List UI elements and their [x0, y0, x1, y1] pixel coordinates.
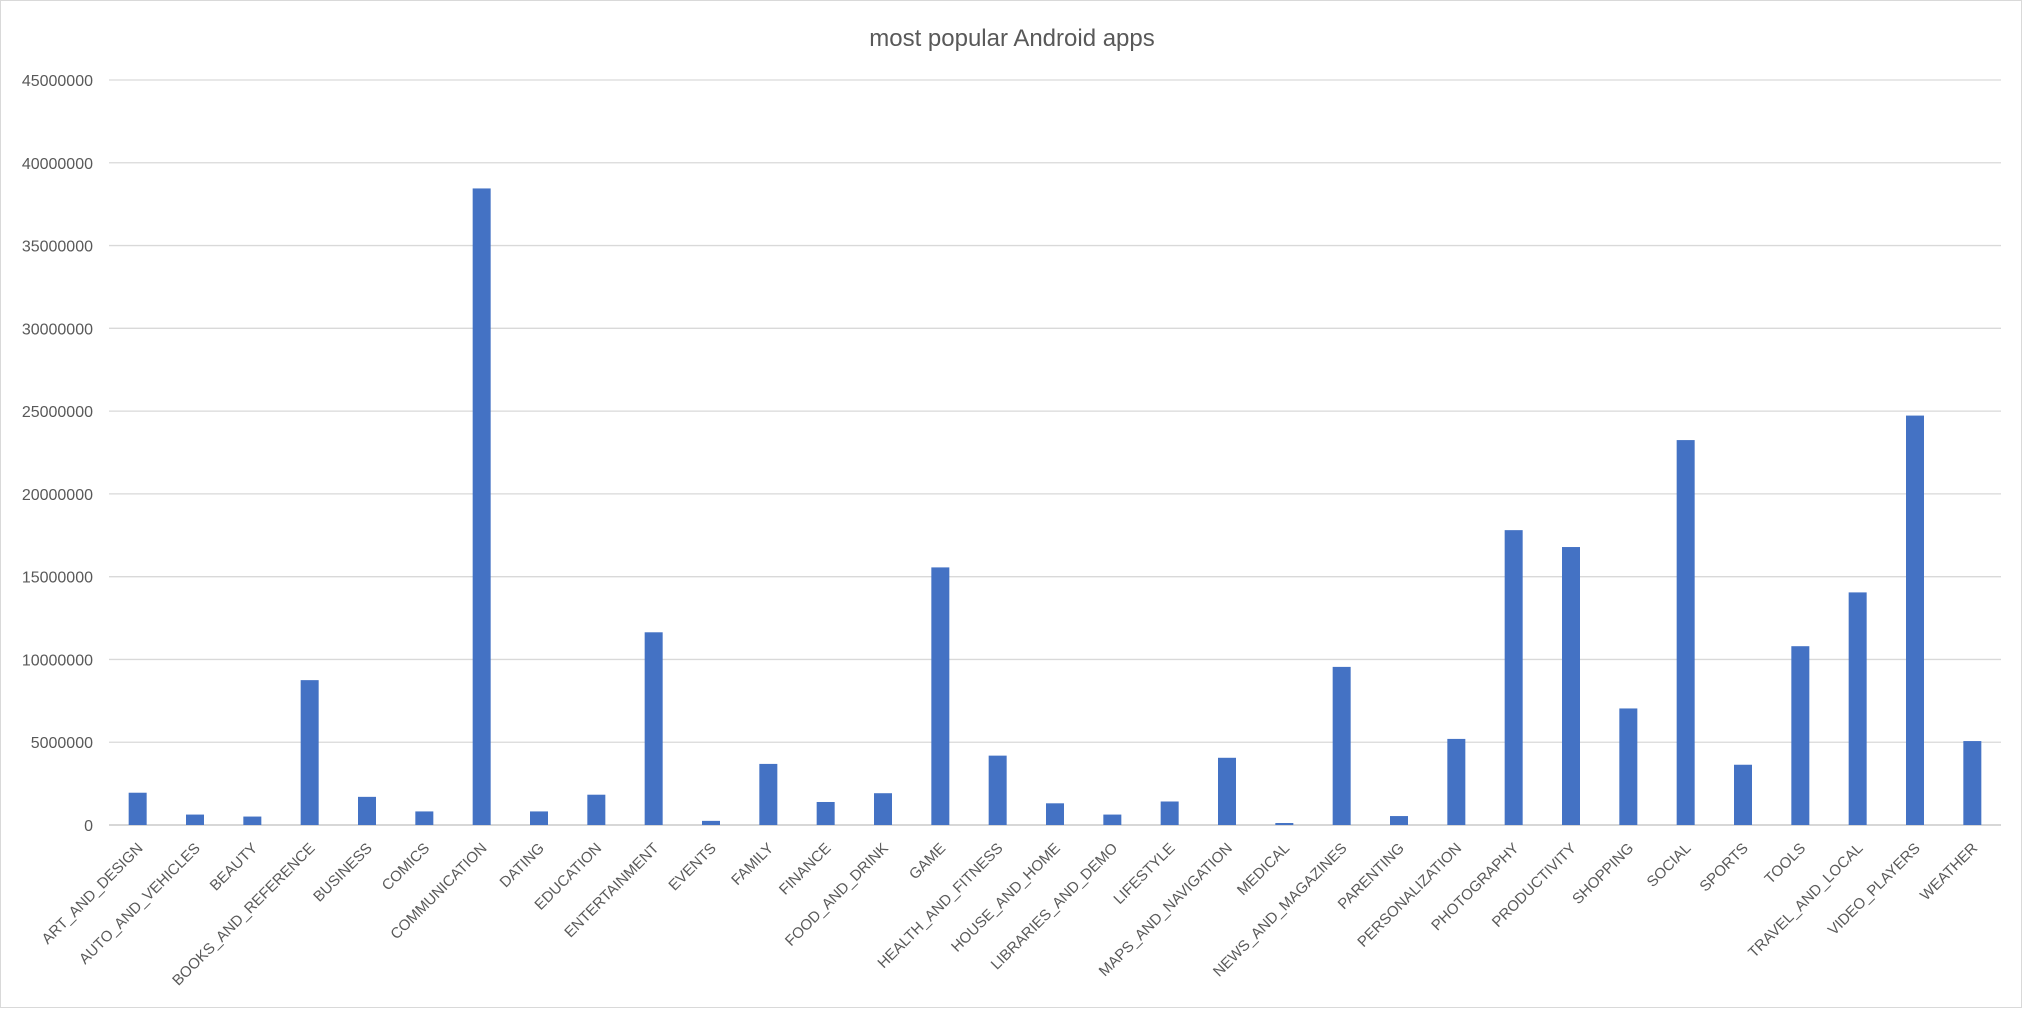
bar-entertainment	[644, 632, 663, 825]
y-axis-tick-labels: 0 5000000 10000000 15000000 20000000 25000000…	[22, 73, 93, 835]
bars	[128, 188, 1982, 825]
x-tick-label: EVENTS	[665, 840, 719, 894]
bar-sports	[1734, 764, 1752, 825]
x-tick-label: TOOLS	[1761, 840, 1809, 888]
bar-finance	[816, 801, 835, 825]
y-tick-label: 40000000	[22, 156, 93, 173]
x-tick-label: HOUSE_AND_HOME	[948, 840, 1064, 956]
x-tick-label: AUTO_AND_VEHICLES	[76, 840, 204, 968]
bar-health-and-fitness	[988, 755, 1007, 825]
y-tick-label: 10000000	[22, 652, 93, 669]
bar-books-and-reference	[300, 680, 319, 825]
bar-dating	[530, 811, 548, 825]
bar-food-and-drink	[874, 793, 892, 825]
x-tick-label: SOCIAL	[1644, 840, 1695, 891]
y-tick-label: 20000000	[22, 487, 93, 504]
bar-news-and-magazines	[1332, 666, 1351, 825]
x-tick-label: TRAVEL_AND_LOCAL	[1745, 840, 1866, 961]
x-tick-label: BUSINESS	[310, 840, 376, 906]
x-tick-label: FINANCE	[776, 840, 835, 899]
bar-lifestyle	[1160, 801, 1179, 825]
x-tick-label: GAME	[906, 840, 949, 883]
bar-personalization	[1447, 738, 1466, 825]
gridlines	[109, 79, 2001, 826]
x-tick-label: PERSONALIZATION	[1354, 840, 1465, 951]
bar-events	[702, 820, 720, 825]
bar-medical	[1275, 823, 1294, 825]
bar-game	[931, 567, 950, 825]
x-tick-label: COMMUNICATION	[387, 840, 490, 943]
y-tick-label: 5000000	[31, 735, 93, 752]
x-tick-label: FAMILY	[728, 840, 777, 889]
x-tick-label: MEDICAL	[1234, 840, 1293, 899]
bar-maps-and-navigation	[1218, 757, 1236, 825]
bar-business	[358, 796, 376, 825]
x-tick-label: COMICS	[379, 840, 433, 894]
bar-comics	[415, 811, 434, 825]
x-tick-label: BEAUTY	[207, 840, 261, 894]
y-tick-label: 25000000	[22, 404, 93, 421]
x-tick-label: DATING	[497, 840, 548, 891]
x-tick-label: SPORTS	[1696, 840, 1751, 895]
bar-house-and-home	[1046, 803, 1064, 825]
bar-family	[759, 763, 778, 825]
bar-communication	[472, 188, 491, 825]
y-tick-label: 45000000	[22, 73, 93, 90]
bar-weather	[1963, 741, 1982, 825]
x-tick-label: FOOD_AND_DRINK	[782, 840, 892, 950]
bar-productivity	[1562, 547, 1580, 825]
bar-beauty	[243, 816, 262, 825]
y-tick-label: 0	[84, 818, 93, 835]
bar-photography	[1504, 530, 1523, 825]
bar-libraries-and-demo	[1103, 814, 1122, 825]
bar-video-players	[1906, 415, 1924, 825]
bar-education	[587, 794, 606, 825]
bar-parenting	[1390, 816, 1408, 825]
bar-shopping	[1619, 708, 1638, 825]
y-tick-label: 35000000	[22, 239, 93, 256]
bar-social	[1676, 440, 1695, 825]
bar-auto-and-vehicles	[186, 814, 204, 825]
chart-title: most popular Android apps	[869, 25, 1155, 52]
y-tick-label: 15000000	[22, 570, 93, 587]
x-tick-label: ENTERTAINMENT	[561, 840, 662, 941]
x-tick-label: WEATHER	[1917, 840, 1981, 904]
bar-travel-and-local	[1848, 592, 1867, 825]
x-tick-label: ART_AND_DESIGN	[39, 840, 147, 948]
x-tick-label: SHOPPING	[1569, 840, 1637, 908]
bar-art-and-design	[128, 792, 147, 825]
y-tick-label: 30000000	[22, 321, 93, 338]
bar-tools	[1791, 646, 1810, 825]
